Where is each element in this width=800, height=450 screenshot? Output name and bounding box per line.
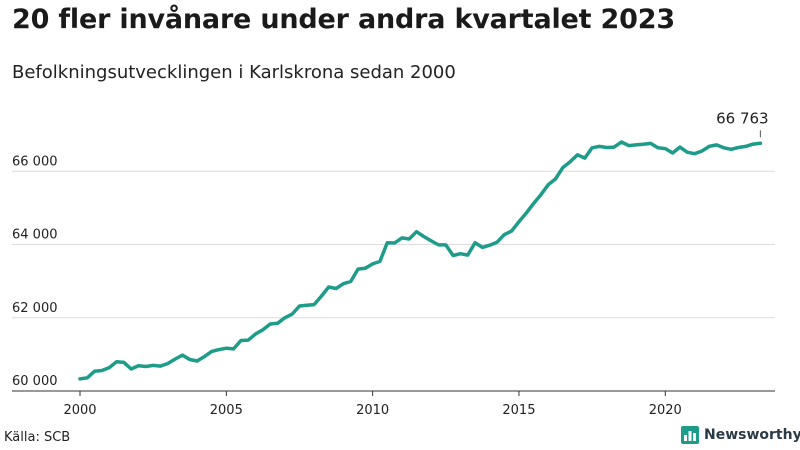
x-tick-label: 2005: [210, 403, 243, 418]
y-tick-label: 64 000: [12, 228, 58, 243]
series-line: [78, 140, 763, 381]
y-tick-label: 62 000: [12, 301, 58, 316]
brand-name: Newsworthy: [704, 427, 800, 443]
brand-logo: Newsworthy: [681, 426, 800, 444]
y-tick-label: 66 000: [12, 154, 58, 169]
x-tick-label: 2020: [649, 403, 682, 418]
chart-title: 20 fler invånare under andra kvartalet 2…: [12, 4, 675, 35]
x-tick-label: 2010: [356, 403, 389, 418]
last-value-label: 66 763: [716, 109, 769, 127]
source-note: Källa: SCB: [4, 430, 71, 445]
y-tick-label: 60 000: [12, 374, 58, 389]
chart-subtitle: Befolkningsutvecklingen i Karlskrona sed…: [12, 62, 456, 83]
bar-chart-icon: [681, 426, 699, 444]
x-tick-label: 2000: [63, 403, 96, 418]
x-tick-label: 2015: [502, 403, 535, 418]
